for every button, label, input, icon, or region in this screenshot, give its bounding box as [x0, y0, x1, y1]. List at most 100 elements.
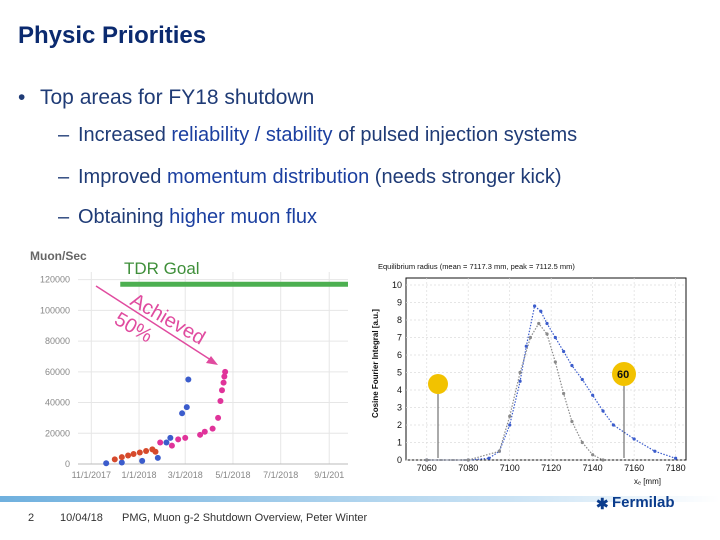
- x-tick-label: 7100: [500, 463, 520, 473]
- subbullet-highlight: reliability / stability: [171, 124, 333, 146]
- sixty-badge: 60: [612, 362, 636, 458]
- sixty-badge-label: 60: [617, 369, 629, 381]
- series-point: [537, 321, 541, 326]
- muon-chart-points: [103, 368, 229, 467]
- data-point: [111, 456, 118, 463]
- radius-chart-ylabel: Cosine Fourier Integral [a.u.]: [371, 309, 380, 418]
- radius-chart-y-ticks: 0 1 2 3 4 5 6 7 8 9 10: [392, 280, 402, 465]
- bullet-text: Top areas for FY18 shutdown: [40, 86, 315, 109]
- data-point: [125, 452, 132, 459]
- page-number: 2: [28, 512, 35, 524]
- x-tick-label: 9/1/201: [314, 470, 344, 480]
- data-point: [222, 368, 229, 375]
- series-point: [674, 456, 678, 460]
- subbullet-highlight: higher muon flux: [169, 206, 318, 228]
- series-point: [553, 335, 557, 340]
- g2-logo-badge: [428, 374, 448, 458]
- x-tick-label: 11/1/2017: [72, 470, 111, 480]
- y-tick-label: 2: [397, 420, 402, 430]
- y-tick-label: 3: [397, 403, 402, 413]
- subbullet-pre: Obtaining: [78, 206, 170, 228]
- x-tick-label: 7080: [458, 463, 478, 473]
- data-point: [154, 454, 161, 461]
- x-tick-label: 7180: [666, 463, 686, 473]
- radius-chart-xlabel: xₑ [mm]: [634, 477, 661, 486]
- series-point: [508, 414, 512, 418]
- series-point: [591, 453, 595, 457]
- y-tick-label: 60000: [45, 367, 70, 377]
- footer-text: PMG, Muon g-2 Shutdown Overview, Peter W…: [122, 512, 368, 524]
- data-point: [118, 459, 125, 466]
- series-point: [528, 335, 533, 340]
- data-point: [182, 434, 189, 441]
- x-tick-label: 3/1/2018: [168, 470, 203, 480]
- data-point: [183, 404, 190, 411]
- series-point: [601, 409, 605, 413]
- muon-chart-ylabel: Muon/Sec: [30, 249, 87, 263]
- y-tick-label: 8: [397, 315, 402, 325]
- subbullet-reliability: – Increased reliability / stability of pu…: [58, 124, 577, 147]
- data-point: [157, 439, 164, 446]
- muon-chart-x-ticks: 11/1/2017 1/1/2018 3/1/2018 5/1/2018 7/1/201…: [72, 470, 345, 480]
- data-point: [167, 434, 174, 441]
- fermilab-logo: Fermilab: [612, 494, 675, 511]
- series-point: [611, 423, 616, 427]
- footer-date: 10/04/18: [60, 512, 103, 524]
- series-point: [553, 360, 557, 364]
- series-point: [580, 440, 584, 445]
- series-point: [518, 379, 522, 383]
- data-point: [139, 457, 146, 464]
- subbullet-dash: –: [58, 206, 70, 228]
- x-tick-label: 7120: [541, 463, 561, 473]
- slide-title: Physic Priorities: [18, 22, 207, 49]
- plot-frame: [405, 277, 687, 461]
- achieved-arrow-head: [206, 356, 218, 365]
- radius-chart-series: [425, 304, 678, 462]
- y-tick-label: 120000: [40, 275, 70, 285]
- achieved-arrow-shaft: [95, 285, 215, 363]
- series-point: [653, 449, 657, 453]
- data-point: [130, 451, 137, 458]
- series-point: [425, 458, 429, 462]
- muon-chart-y-ticks: 0 20000 40000 60000 80000 100000 120000: [40, 275, 70, 469]
- series-point: [545, 332, 549, 336]
- muon-rate-chart: Muon/Sec 0 20000 40000 60000 80000 100000 1200…: [30, 249, 348, 480]
- y-tick-label: 40000: [45, 398, 70, 408]
- data-point: [220, 379, 227, 386]
- x-tick-label: 1/1/2018: [122, 470, 157, 480]
- series-point: [545, 321, 549, 326]
- y-tick-label: 80000: [45, 336, 70, 346]
- data-point: [163, 439, 170, 446]
- data-point: [118, 454, 125, 461]
- radius-chart-frame: [405, 277, 687, 461]
- footer-bar: [0, 496, 720, 502]
- data-point: [217, 398, 224, 405]
- data-point: [179, 410, 186, 417]
- subbullet-post: (needs stronger kick): [369, 166, 562, 188]
- data-point: [219, 387, 225, 394]
- y-tick-label: 0: [397, 455, 402, 465]
- y-tick-label: 10: [392, 280, 402, 290]
- data-point: [185, 376, 192, 383]
- equilibrium-radius-chart: Equilibrium radius (mean = 7117.3 mm, pe…: [371, 262, 687, 486]
- y-tick-label: 7: [397, 333, 402, 343]
- series-point: [601, 458, 605, 462]
- data-point: [175, 436, 182, 443]
- series-point: [539, 309, 543, 313]
- x-tick-label: 7/1/2018: [263, 470, 298, 480]
- x-tick-label: 5/1/2018: [215, 470, 250, 480]
- series-point: [570, 419, 574, 424]
- muon-chart-grid: [78, 272, 348, 465]
- series-point: [497, 449, 501, 453]
- series-point: [562, 391, 566, 396]
- data-point: [103, 460, 110, 467]
- x-tick-label: 7140: [583, 463, 603, 473]
- radius-chart-x-ticks: 7060 7080 7100 7120 7140 7160 7180: [417, 463, 686, 473]
- bullet-marker: •: [18, 86, 26, 109]
- y-tick-label: 1: [397, 438, 402, 448]
- y-tick-label: 20000: [45, 428, 70, 438]
- subbullet-post: of pulsed injection systems: [332, 124, 578, 146]
- series-point: [580, 377, 584, 382]
- data-point: [221, 373, 228, 380]
- y-tick-label: 4: [397, 385, 402, 395]
